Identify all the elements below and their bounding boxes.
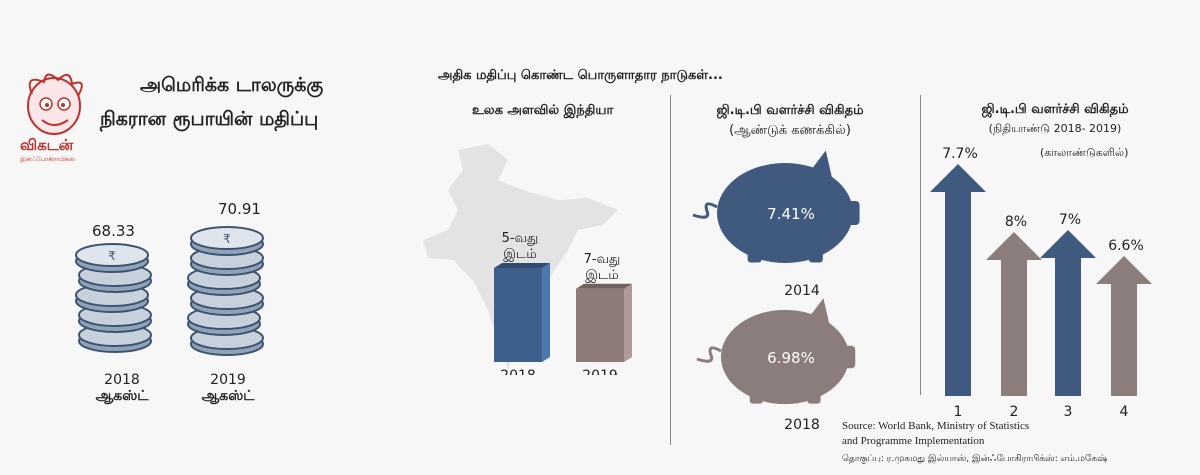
arrow-panel-heading1: ஜி.டி.பி வளர்ச்சி விகிதம் — [981, 102, 1129, 117]
india-map-icon — [423, 144, 618, 370]
coin-value-2018: 68.33 — [92, 222, 135, 240]
growth-arrow-q1 — [930, 164, 986, 396]
coin-stack-2019-icon: ₹ — [187, 226, 264, 356]
coin-year-2018: 2018 — [104, 372, 140, 388]
pig-value-2018: 6.98% — [767, 349, 815, 367]
rank-chart: 5-வதுஇடம்20187-வதுஇடம்2019 — [494, 231, 632, 375]
logo-name: விகடன் — [20, 136, 74, 154]
rank-label-2018-0: 5-வது — [502, 231, 539, 246]
rank-panel-heading: உலக அளவில் இந்தியா — [472, 103, 614, 118]
mascot-logo-icon — [27, 73, 83, 135]
pig-bank-2018 — [696, 298, 856, 405]
quarter-label-3: 3 — [1064, 404, 1073, 420]
section-header: அதிக மதிப்பு கொண்ட பொருளாதார நாடுகள்... — [438, 68, 723, 83]
growth-arrow-q3 — [1040, 230, 1096, 396]
coin-stack-2018-icon: ₹ — [75, 243, 152, 353]
arrow-panel-heading3: (காலாண்டுகளில்) — [1040, 146, 1129, 159]
quarter-label-2: 2 — [1010, 404, 1019, 420]
pig-value-2014: 7.41% — [767, 205, 815, 223]
growth-value-q3: 7% — [1059, 212, 1081, 228]
rank-bar-2019 — [576, 283, 632, 362]
source-line2: and Programme Implementation — [842, 435, 985, 447]
coin-month-2019: ஆகஸ்ட் — [201, 388, 255, 404]
growth-arrow-q2 — [986, 232, 1042, 396]
pig-year-2014: 2014 — [784, 283, 820, 299]
rank-label-2019-1: இடம் — [585, 268, 618, 283]
source-credit: தொகுப்பு: ர.முகமது இல்யாஸ், இன்ஃபோகிராபி… — [842, 454, 1108, 464]
svg-text:₹: ₹ — [108, 249, 116, 263]
svg-text:₹: ₹ — [223, 232, 231, 246]
quarter-label-4: 4 — [1120, 404, 1129, 420]
pig-bank-2014 — [692, 150, 860, 263]
growth-value-q1: 7.7% — [942, 146, 978, 162]
rank-year-2019: 2019 — [582, 368, 618, 375]
quarter-label-1: 1 — [954, 404, 963, 420]
growth-arrow-q4 — [1096, 256, 1152, 396]
rank-label-2019-0: 7-வது — [584, 252, 621, 267]
pig-panel-heading2: (ஆண்டுக் கணக்கில்) — [729, 123, 851, 138]
growth-value-q2: 8% — [1005, 214, 1027, 230]
coin-value-2019: 70.91 — [218, 200, 261, 218]
rank-year-2018: 2018 — [500, 368, 536, 375]
pig-chart: 7.41% 6.98% 2014 2018 — [692, 150, 860, 433]
coin-month-2018: ஆகஸ்ட் — [95, 388, 149, 404]
coin-year-2019: 2019 — [210, 372, 246, 388]
pig-year-2018: 2018 — [784, 417, 820, 433]
pig-panel-heading1: ஜி.டி.பி வளர்ச்சி விகிதம் — [716, 103, 864, 118]
growth-value-q4: 6.6% — [1108, 238, 1144, 254]
page-title-line1: அமெரிக்க டாலருக்கு — [140, 74, 324, 96]
rank-label-2018-1: இடம் — [503, 247, 536, 262]
source-line1: Source: World Bank, Ministry of Statisti… — [842, 420, 1030, 432]
page-title-line2: நிகரான ரூபாயின் மதிப்பு — [100, 108, 319, 130]
arrow-panel-heading2: (நிதியாண்டு 2018- 2019) — [988, 122, 1122, 135]
logo-tagline: இன்ஃபோகிராபிக்ஸ் — [20, 156, 76, 163]
rank-bar-2018 — [494, 263, 550, 362]
arrow-chart: 7.7% 1 8% 2 7% 3 6.6% 4 — [930, 146, 1152, 420]
